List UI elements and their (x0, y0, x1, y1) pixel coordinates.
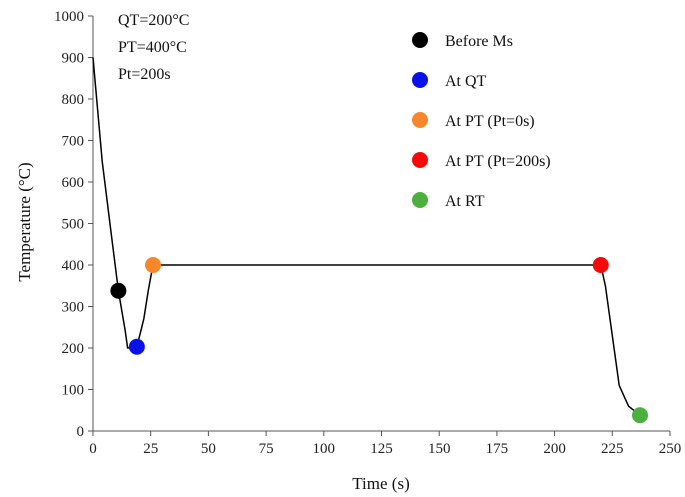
y-tick-label: 300 (62, 300, 85, 316)
annotation-qt: QT=200°C (118, 12, 189, 29)
x-tick-label: 225 (601, 441, 624, 457)
y-tick-label: 100 (62, 383, 85, 399)
annotation-pt: PT=400°C (118, 39, 187, 56)
marker-point (592, 257, 609, 273)
y-tick-label: 400 (62, 258, 85, 274)
y-tick-label: 700 (62, 134, 85, 150)
marker-point (145, 257, 162, 273)
legend-label: At QT (445, 73, 487, 90)
legend-label: At PT (Pt=200s) (445, 153, 551, 170)
y-tick-label: 0 (77, 424, 85, 440)
legend-label: At PT (Pt=0s) (445, 113, 535, 130)
marker-point (631, 407, 648, 424)
y-tick-label: 500 (62, 217, 85, 233)
legend-marker (412, 192, 428, 208)
x-tick-label: 150 (428, 441, 451, 457)
annotation-pt-time: Pt=200s (118, 66, 171, 83)
x-tick-label: 75 (259, 441, 274, 457)
legend-label: Before Ms (445, 33, 513, 50)
marker-point (128, 338, 145, 355)
x-tick-label: 0 (89, 441, 97, 457)
x-tick-label: 50 (201, 441, 216, 457)
y-axis-title: Temperature (°C) (15, 162, 34, 281)
legend-marker (412, 32, 428, 48)
x-tick-label: 25 (143, 441, 158, 457)
x-tick-label: 125 (370, 441, 393, 457)
x-tick-label: 100 (313, 441, 336, 457)
y-tick-label: 1000 (54, 9, 84, 25)
process-annotations: QT=200°C PT=400°C Pt=200s (118, 12, 189, 83)
x-axis-title: Time (s) (352, 474, 409, 493)
y-tick-label: 200 (62, 341, 85, 357)
x-tick-label: 175 (486, 441, 509, 457)
legend-marker (412, 152, 428, 168)
x-tick-label: 200 (543, 441, 566, 457)
x-tick-label: 250 (659, 441, 682, 457)
marker-point (110, 282, 127, 299)
y-tick-label: 800 (62, 92, 85, 108)
y-tick-label: 600 (62, 175, 85, 191)
legend-label: At RT (445, 193, 485, 210)
legend-marker (412, 72, 428, 88)
legend-marker (412, 112, 428, 128)
temperature-curve (92, 57, 641, 416)
y-tick-label: 900 (62, 51, 85, 67)
